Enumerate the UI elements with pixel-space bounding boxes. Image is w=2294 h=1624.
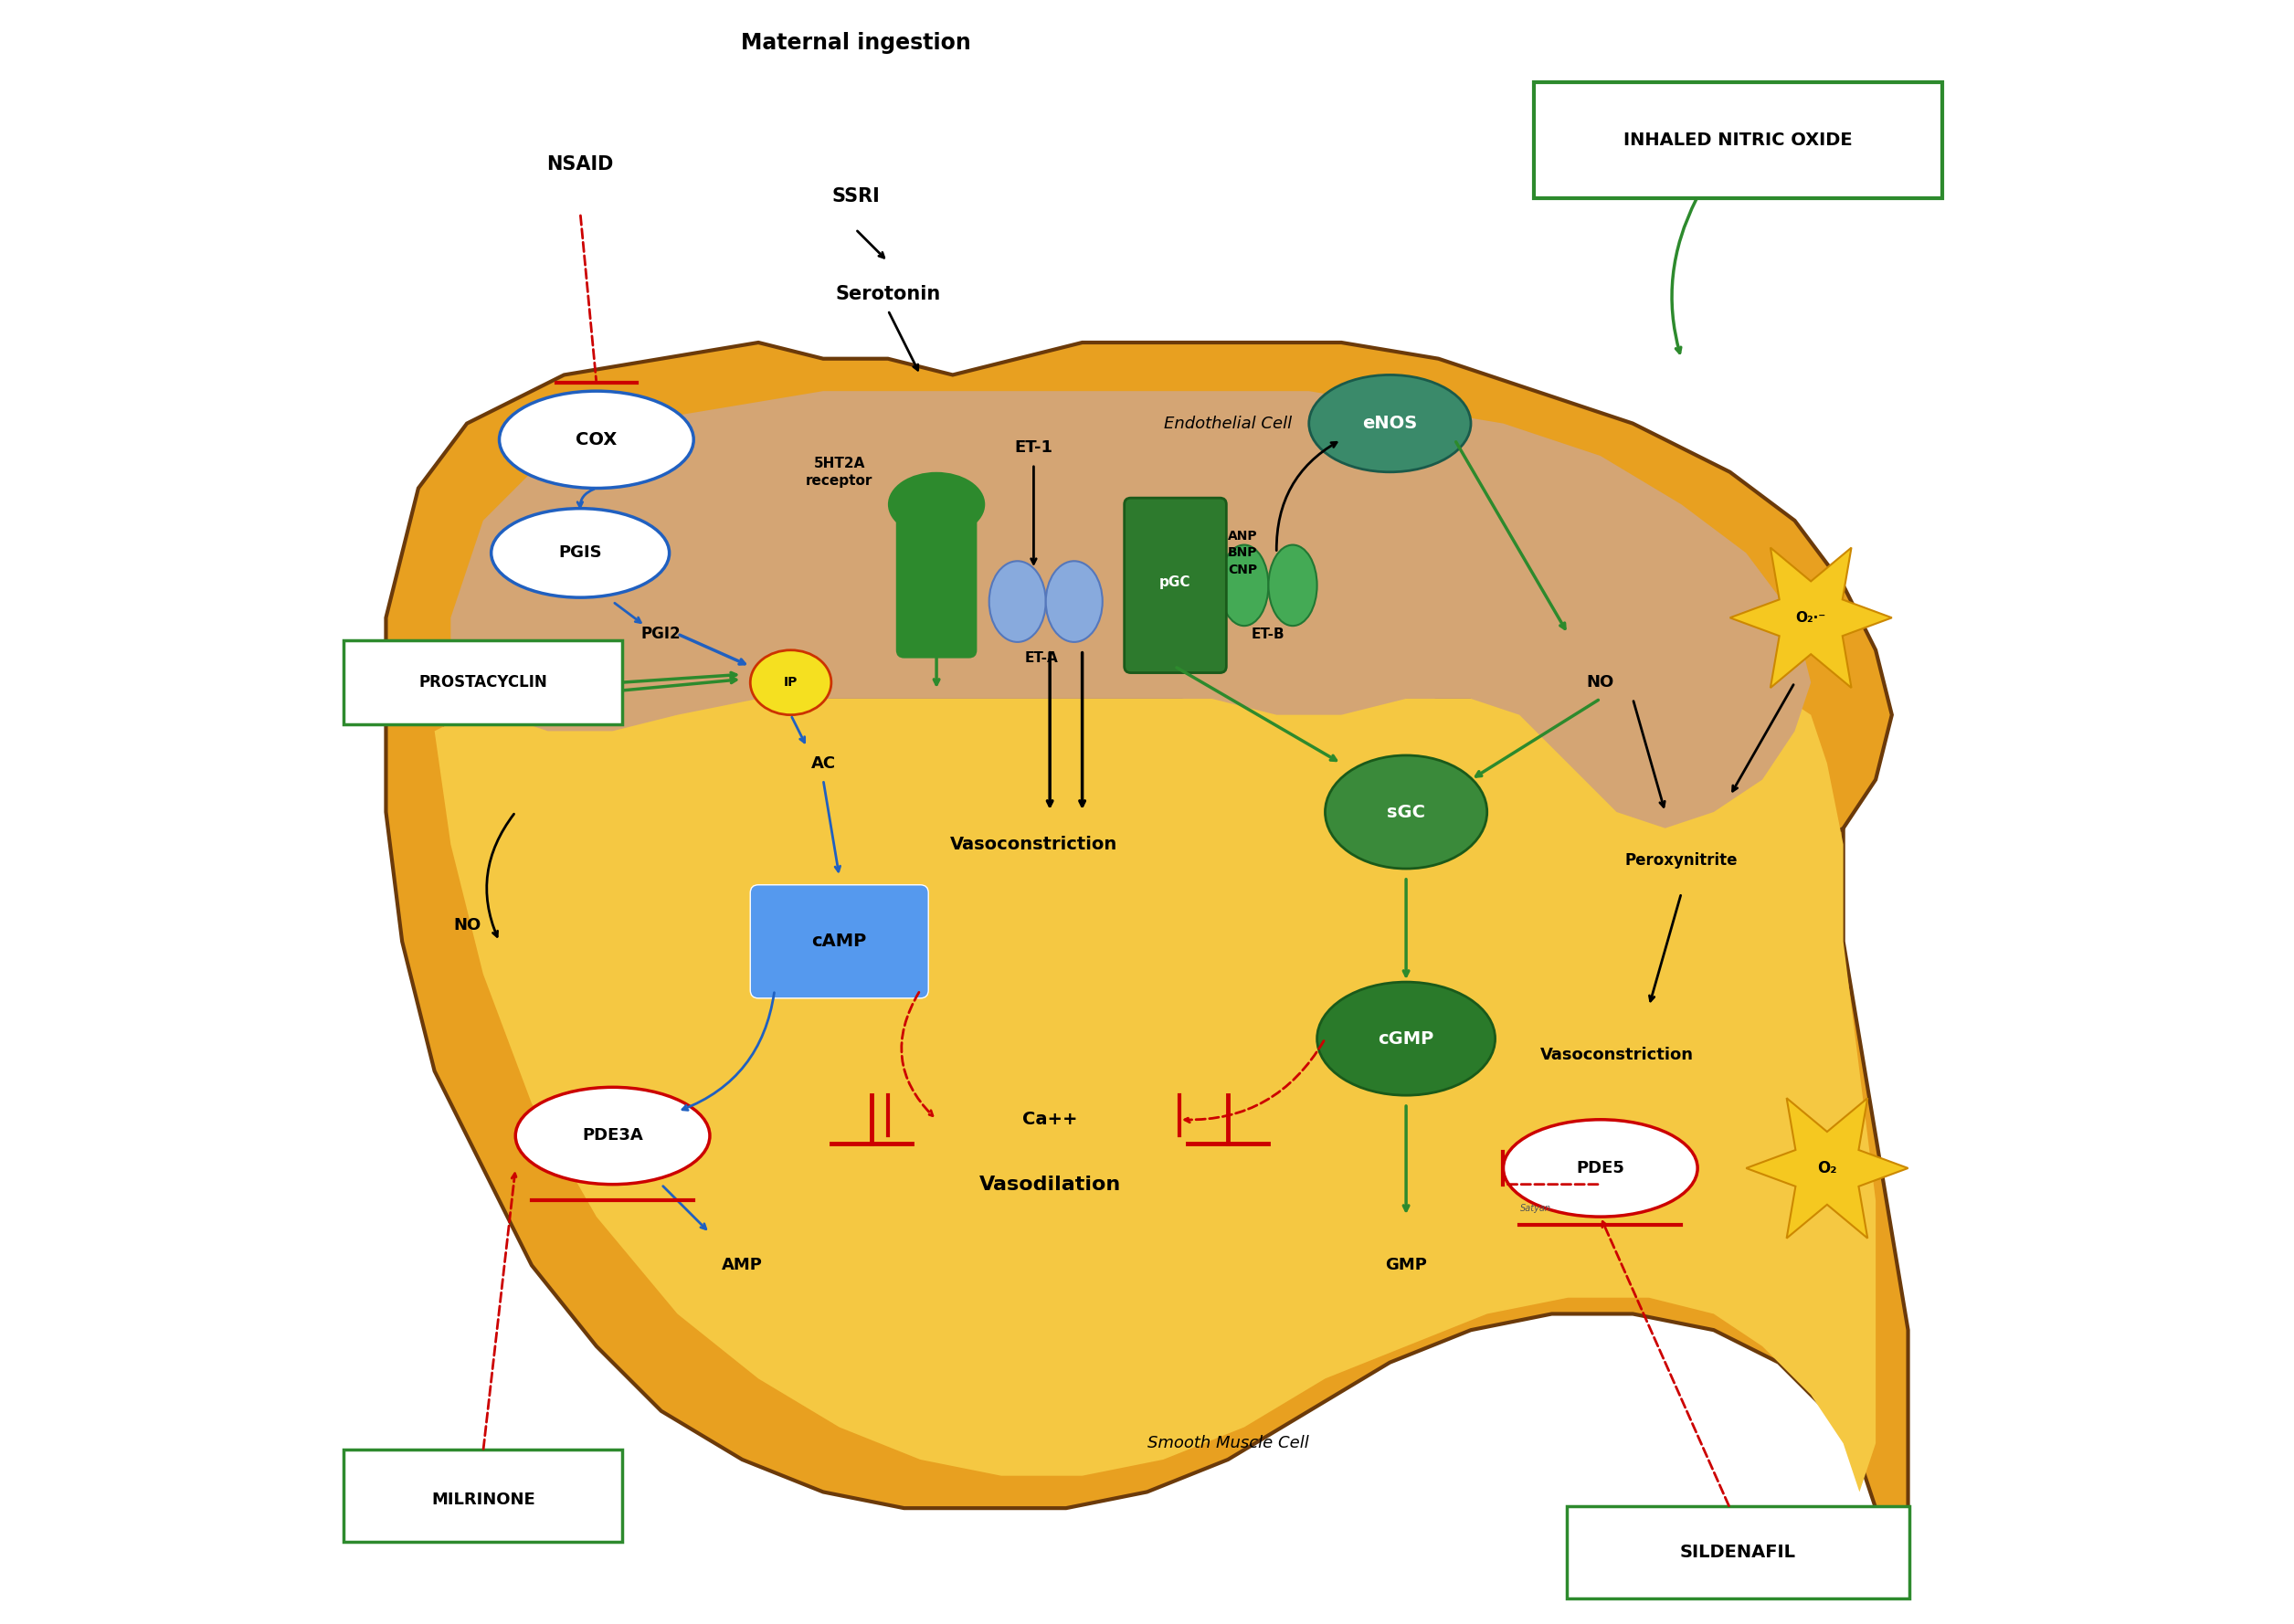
Polygon shape	[1746, 1098, 1909, 1237]
FancyBboxPatch shape	[750, 885, 929, 999]
Text: IP: IP	[785, 676, 798, 689]
Ellipse shape	[500, 391, 693, 489]
Text: cGMP: cGMP	[1379, 1030, 1434, 1047]
Ellipse shape	[1046, 560, 1103, 641]
FancyBboxPatch shape	[1567, 1507, 1909, 1598]
FancyBboxPatch shape	[897, 513, 977, 658]
Ellipse shape	[1503, 1119, 1698, 1216]
Text: MILRINONE: MILRINONE	[431, 1492, 535, 1509]
FancyBboxPatch shape	[344, 640, 622, 724]
Text: SILDENAFIL: SILDENAFIL	[1679, 1543, 1796, 1561]
Text: Peroxynitrite: Peroxynitrite	[1624, 853, 1739, 869]
Text: Maternal ingestion: Maternal ingestion	[741, 32, 970, 54]
Text: sGC: sGC	[1388, 804, 1425, 820]
Ellipse shape	[1220, 546, 1269, 625]
Polygon shape	[1730, 547, 1893, 689]
FancyBboxPatch shape	[1124, 499, 1227, 672]
Text: ET-B: ET-B	[1253, 627, 1285, 641]
Text: O₂: O₂	[1817, 1160, 1837, 1176]
Text: Serotonin: Serotonin	[835, 284, 941, 304]
Text: PROSTACYCLIN: PROSTACYCLIN	[420, 674, 548, 690]
Text: INHALED NITRIC OXIDE: INHALED NITRIC OXIDE	[1624, 132, 1854, 149]
Ellipse shape	[888, 473, 984, 538]
Ellipse shape	[1310, 375, 1470, 473]
Polygon shape	[385, 633, 1909, 1541]
Text: ANP
BNP
CNP: ANP BNP CNP	[1227, 529, 1257, 577]
Text: ET-A: ET-A	[1025, 651, 1058, 666]
Text: Vasoconstriction: Vasoconstriction	[950, 836, 1117, 853]
Text: GMP: GMP	[1386, 1257, 1427, 1273]
Text: Ca++: Ca++	[1023, 1111, 1078, 1129]
Polygon shape	[434, 682, 1876, 1492]
Ellipse shape	[750, 650, 830, 715]
Text: PDE3A: PDE3A	[583, 1127, 642, 1143]
Text: NO: NO	[1587, 674, 1615, 690]
Text: 5HT2A
receptor: 5HT2A receptor	[805, 456, 872, 487]
Text: cAMP: cAMP	[812, 932, 867, 950]
Polygon shape	[385, 343, 1893, 877]
Text: Endothelial Cell: Endothelial Cell	[1163, 416, 1292, 432]
Text: NO: NO	[454, 918, 482, 934]
Text: Smooth Muscle Cell: Smooth Muscle Cell	[1147, 1436, 1308, 1452]
Text: eNOS: eNOS	[1363, 414, 1418, 432]
Text: AMP: AMP	[723, 1257, 762, 1273]
Text: PDE5: PDE5	[1576, 1160, 1624, 1176]
Ellipse shape	[1317, 983, 1496, 1095]
Text: NSAID: NSAID	[546, 156, 615, 174]
Text: pGC: pGC	[1158, 575, 1191, 590]
Text: PGIS: PGIS	[557, 544, 601, 562]
Text: PGI2: PGI2	[642, 625, 681, 641]
Ellipse shape	[989, 560, 1046, 641]
Text: Satyan: Satyan	[1521, 1203, 1551, 1213]
Ellipse shape	[491, 508, 670, 598]
Text: Vasoconstriction: Vasoconstriction	[1539, 1046, 1693, 1064]
FancyBboxPatch shape	[1535, 81, 1943, 198]
Text: AC: AC	[810, 755, 835, 771]
Ellipse shape	[1269, 546, 1317, 625]
Ellipse shape	[516, 1086, 709, 1184]
Text: COX: COX	[576, 430, 617, 448]
Text: ET-1: ET-1	[1014, 440, 1053, 456]
FancyBboxPatch shape	[344, 1450, 622, 1543]
Text: SSRI: SSRI	[830, 188, 879, 206]
Polygon shape	[450, 391, 1810, 828]
Text: Vasodilation: Vasodilation	[980, 1176, 1122, 1194]
Ellipse shape	[1326, 755, 1487, 869]
Text: O₂·⁻: O₂·⁻	[1796, 611, 1826, 625]
